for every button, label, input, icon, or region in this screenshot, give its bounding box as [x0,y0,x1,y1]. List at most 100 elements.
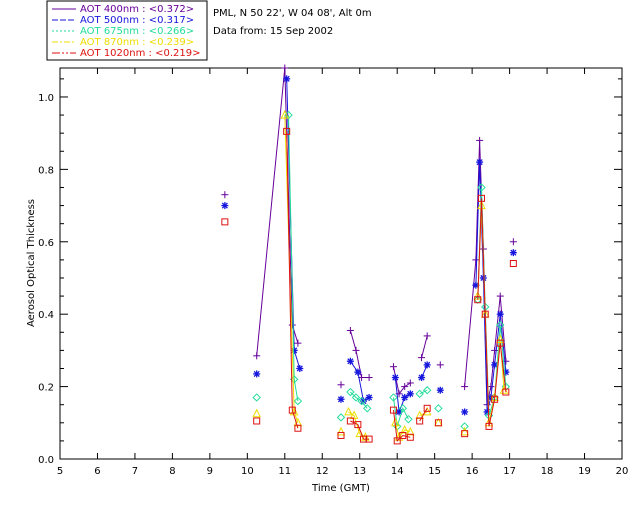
data-point [349,410,359,420]
info-line-location: PML, N 50 22', W 04 08', Alt 0m [213,8,372,19]
data-point [337,431,345,439]
data-point [351,393,361,402]
data-point [401,393,409,401]
x-axis: 5 6 7 8 9 10 11 12 13 14 15 16 17 18 19 20 [57,68,628,477]
data-point [281,64,289,72]
legend-entry: AOT 870nm : <0.239> [80,37,194,48]
y-tick-label: 0.0 [38,455,54,466]
data-point [346,357,354,365]
data-point [404,414,413,424]
data-point [423,361,431,369]
data-point [496,292,504,300]
data-point [346,326,354,334]
series-line [394,377,411,413]
x-tick-label: 19 [578,466,591,477]
data-point [221,191,229,199]
data-point [434,404,443,413]
series-layer [221,64,517,445]
data-point [423,404,431,412]
data-point [221,218,229,226]
x-tick-label: 8 [169,466,175,477]
series-line [421,364,428,378]
data-point [288,321,296,329]
data-point [293,396,303,406]
series-line [421,335,428,358]
data-point [294,424,302,432]
legend-entry: AOT 675nm : <0.266> [80,26,194,37]
data-point [461,408,469,416]
data-point [509,249,517,257]
data-point [357,396,366,406]
data-point [361,432,370,441]
data-point [252,393,261,402]
data-point [365,393,373,401]
legend-entry: AOT 1020nm : <0.219> [80,48,200,59]
info-line-date: Data from: 15 Sep 2002 [213,26,333,37]
data-point [365,374,373,382]
data-point [474,296,482,304]
data-point [485,422,493,430]
data-point [422,386,432,395]
y-tick-label: 0.2 [38,383,54,394]
data-point [415,389,424,399]
data-point [398,404,408,413]
data-point [423,332,431,340]
y-axis-title: Aerosol Optical Thickness [26,199,37,327]
data-point [401,383,409,391]
y-tick-label: 0.6 [38,238,54,249]
data-point [346,417,354,425]
data-point [436,386,444,394]
series-line [350,391,368,409]
data-point [496,310,504,318]
data-point [509,260,517,267]
series-line [419,408,428,422]
data-point [288,406,296,414]
x-tick-label: 11 [278,466,291,477]
x-tick-label: 12 [316,466,329,477]
data-point [476,136,484,144]
x-tick-label: 9 [207,466,213,477]
x-tick-label: 13 [353,466,366,477]
legend: AOT 400nm : <0.372>AOT 500nm : <0.317>AO… [46,0,208,61]
data-point [472,281,480,289]
data-point [400,424,410,434]
data-point [472,256,480,264]
series-line [349,361,370,402]
data-point [461,383,469,391]
data-point [389,406,397,414]
data-point [365,435,373,443]
legend-entry: AOT 400nm : <0.372> [80,4,194,15]
series-line [393,366,411,395]
series-line [393,397,409,427]
data-point [391,374,399,382]
plot-area [59,67,623,460]
data-point [389,393,398,402]
data-point [406,390,414,398]
data-point [481,310,489,318]
data-point [461,430,469,438]
data-point [252,408,262,418]
legend-entry: AOT 500nm : <0.317> [80,15,194,26]
x-tick-label: 5 [57,466,63,477]
data-point [296,364,304,372]
x-tick-label: 6 [94,466,100,477]
data-point [352,346,360,354]
data-point [491,395,499,403]
data-point [337,395,345,403]
data-point [478,194,485,202]
data-point [346,387,355,397]
data-point [460,426,469,436]
data-point [476,158,484,166]
data-point [436,361,444,369]
data-point [344,406,353,416]
data-point [336,413,346,422]
data-point [337,381,345,389]
data-point [406,379,414,387]
x-tick-label: 7 [132,466,138,477]
data-point [294,339,302,347]
series-line [477,198,507,427]
x-tick-label: 17 [503,466,516,477]
data-point [283,127,291,135]
x-tick-label: 16 [466,466,479,477]
y-tick-label: 0.4 [38,310,54,321]
